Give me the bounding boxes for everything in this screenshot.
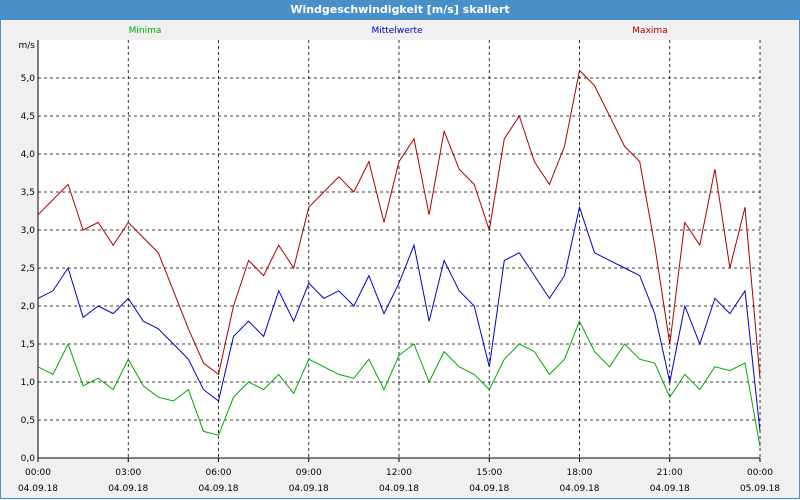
legend-mittelwerte: Mittelwerte xyxy=(371,26,422,36)
x-tick-time: 12:00 xyxy=(386,468,412,478)
x-tick-date: 04.09.18 xyxy=(650,484,690,494)
tick-labels: 0,0 0,5 1,0 1,5 2,0 2,5 3,0 3,5 4,0 4,5 5,0 m/s 00:0… xyxy=(18,41,780,494)
y-axis-unit: m/s xyxy=(19,41,36,51)
legend: Minima Mittelwerte Maxima xyxy=(129,26,668,36)
y-tick-label: 3,0 xyxy=(21,226,36,236)
x-tick-date: 04.09.18 xyxy=(198,484,238,494)
y-tick-label: 2,0 xyxy=(21,302,36,312)
x-tick-time: 18:00 xyxy=(567,468,593,478)
grid xyxy=(37,40,761,459)
y-tick-label: 2,5 xyxy=(21,264,35,274)
x-tick-time: 00:00 xyxy=(25,468,51,478)
x-tick-time: 09:00 xyxy=(296,468,322,478)
x-tick-date: 04.09.18 xyxy=(559,484,599,494)
y-tick-label: 0,5 xyxy=(21,416,35,426)
series-line-minima xyxy=(37,319,761,447)
y-tick-label: 0,0 xyxy=(21,454,36,464)
y-tick-label: 3,5 xyxy=(21,188,35,198)
axes xyxy=(37,40,761,462)
y-tick-label: 1,0 xyxy=(21,378,36,388)
y-tick-label: 4,0 xyxy=(21,150,36,160)
y-tick-label: 4,5 xyxy=(21,112,35,122)
series-line-maxima xyxy=(37,69,761,379)
x-tick-time: 15:00 xyxy=(476,468,502,478)
x-tick-date: 04.09.18 xyxy=(469,484,509,494)
x-tick-date: 04.09.18 xyxy=(108,484,148,494)
series-lines xyxy=(37,69,761,447)
x-tick-date: 04.09.18 xyxy=(18,484,58,494)
legend-minima: Minima xyxy=(129,26,162,36)
y-tick-label: 5,0 xyxy=(21,74,36,84)
legend-maxima: Maxima xyxy=(632,26,667,36)
x-tick-time: 21:00 xyxy=(657,468,683,478)
window-title: Windgeschwindigkeit [m/s] skaliert xyxy=(0,0,800,20)
x-tick-time: 03:00 xyxy=(115,468,141,478)
x-tick-time: 06:00 xyxy=(206,468,232,478)
x-tick-date: 05.09.18 xyxy=(740,484,780,494)
x-tick-date: 04.09.18 xyxy=(379,484,419,494)
x-tick-time: 00:00 xyxy=(747,468,773,478)
y-tick-label: 1,5 xyxy=(21,340,35,350)
x-tick-date: 04.09.18 xyxy=(289,484,329,494)
series-line-mittelwerte xyxy=(37,205,761,432)
